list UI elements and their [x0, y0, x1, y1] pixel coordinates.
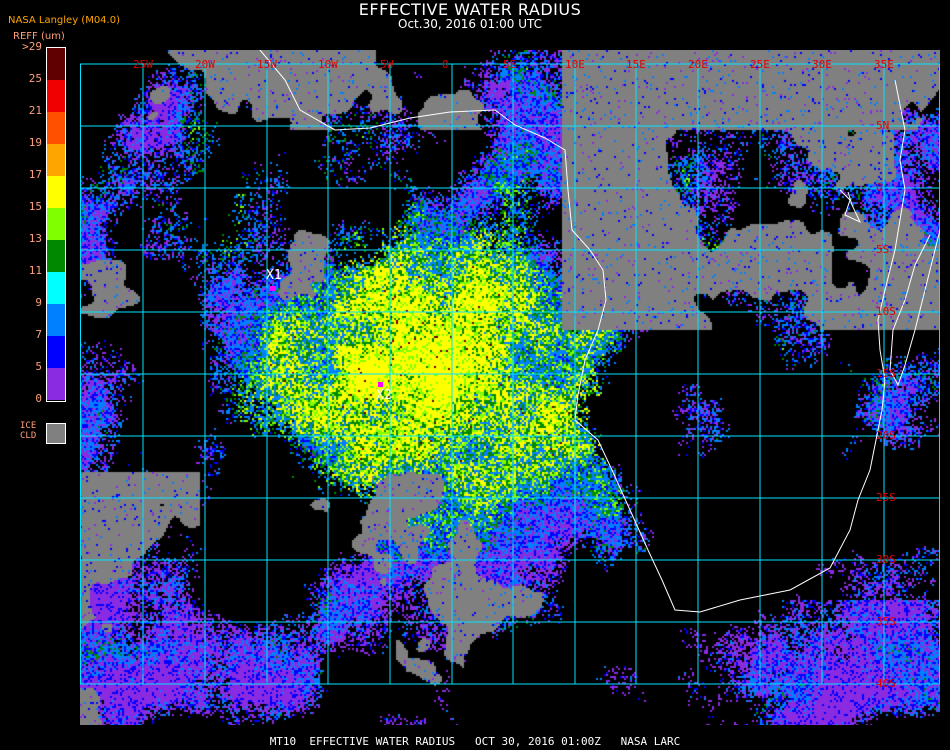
color-swatch [47, 176, 65, 208]
scale-tick-label: 17 [28, 168, 42, 181]
satellite-map [80, 50, 940, 725]
scale-tick-label: 15 [28, 200, 42, 213]
caption: MT10 EFFECTIVE WATER RADIUS OCT 30, 2016… [269, 735, 681, 748]
color-scale-bar [46, 47, 66, 402]
marker-point [270, 286, 275, 291]
latitude-label: 0 [876, 181, 883, 194]
longitude-label: 10W [318, 58, 338, 71]
marker-label: X1 [266, 268, 282, 283]
color-swatch [47, 48, 65, 80]
scale-tick-label: 13 [28, 232, 42, 245]
coastline-africa [259, 50, 906, 613]
longitude-label: 35E [874, 58, 894, 71]
latitude-label: 30S [876, 553, 896, 566]
color-swatch [47, 112, 65, 144]
ice-cloud-swatch [46, 423, 66, 444]
latitude-label: 25S [876, 491, 896, 504]
scale-tick-label: 0 [35, 392, 42, 405]
latitude-label: 15S [876, 367, 896, 380]
scale-tick-label: 5 [35, 360, 42, 373]
color-swatch [47, 272, 65, 304]
color-swatch [47, 208, 65, 240]
longitude-label: 15W [257, 58, 277, 71]
latitude-label: 40S [876, 677, 896, 690]
scale-tick-label: >29 [22, 40, 42, 53]
longitude-label: 20W [195, 58, 215, 71]
longitude-label: 25W [133, 58, 153, 71]
latitude-label: 20S [876, 429, 896, 442]
marker-label: X2 [376, 388, 392, 403]
cld-label: CLD [20, 431, 37, 441]
coastline-madagascar [889, 227, 940, 387]
ice-cloud-label: ICE CLD [20, 421, 36, 441]
latitude-label: 35S [876, 615, 896, 628]
ice-label: ICE [20, 421, 37, 431]
legend-unit: REFF (um) [13, 31, 65, 42]
longitude-label: 5W [380, 58, 394, 71]
color-swatch [47, 336, 65, 368]
marker-point [378, 382, 383, 387]
latitude-label: 5N [876, 119, 890, 132]
coastline-lake [839, 189, 862, 224]
scale-tick-label: 19 [28, 136, 42, 149]
scale-tick-label: 11 [28, 264, 42, 277]
longitude-label: 5E [503, 58, 517, 71]
page-subtitle: Oct.30, 2016 01:00 UTC [398, 17, 542, 31]
map-overlay [80, 50, 940, 685]
latitude-label: 5S [876, 243, 890, 256]
legend-brand: NASA Langley (M04.0) [8, 15, 120, 26]
longitude-label: 25E [750, 58, 770, 71]
page-title: EFFECTIVE WATER RADIUS [358, 0, 582, 19]
longitude-label: 15E [626, 58, 646, 71]
longitude-label: 10E [565, 58, 585, 71]
longitude-label: 0 [442, 58, 449, 71]
color-swatch [47, 240, 65, 272]
latitude-label: 10S [876, 305, 896, 318]
longitude-label: 20E [688, 58, 708, 71]
scale-tick-label: 21 [28, 104, 42, 117]
color-swatch [47, 144, 65, 176]
scale-tick-label: 9 [35, 296, 42, 309]
scale-tick-label: 7 [35, 328, 42, 341]
longitude-label: 30E [812, 58, 832, 71]
scale-tick-label: 25 [28, 72, 42, 85]
color-swatch [47, 368, 65, 400]
grid-border [80, 63, 940, 685]
color-swatch [47, 304, 65, 336]
color-swatch [47, 80, 65, 112]
